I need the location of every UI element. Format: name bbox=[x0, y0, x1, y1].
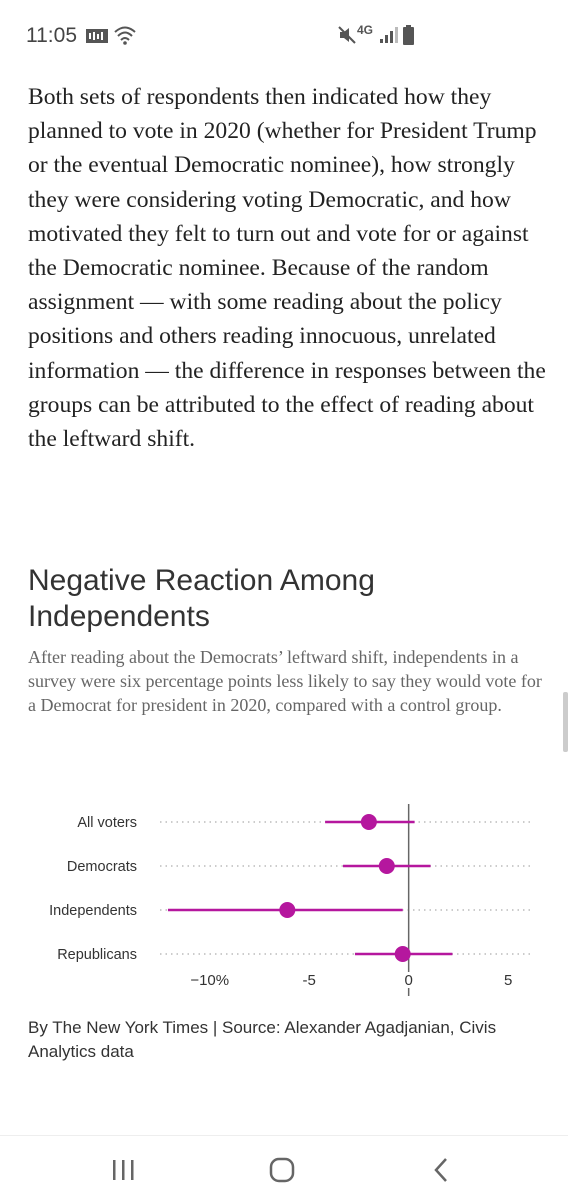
recent-apps-icon bbox=[111, 1159, 135, 1181]
x-tick-label: −10% bbox=[190, 972, 229, 989]
estimate-point bbox=[379, 858, 395, 874]
article-paragraph: Both sets of respondents then indicated … bbox=[28, 80, 548, 456]
chart-title-line-1: Negative Reaction Among bbox=[28, 564, 375, 597]
estimate-point bbox=[395, 946, 411, 962]
home-button[interactable] bbox=[257, 1150, 307, 1190]
estimate-point bbox=[361, 814, 377, 830]
category-label: Independents bbox=[49, 903, 137, 919]
notification-app-icon bbox=[86, 28, 108, 49]
chart-title-line-2: Independents bbox=[28, 600, 210, 633]
category-label: Democrats bbox=[67, 859, 137, 875]
x-tick-label: -5 bbox=[303, 972, 316, 989]
category-label: Republicans bbox=[57, 947, 137, 963]
signal-icon bbox=[380, 27, 398, 48]
navigation-bar bbox=[0, 1135, 568, 1201]
status-time: 11:05 bbox=[26, 24, 77, 48]
back-button[interactable] bbox=[416, 1150, 466, 1190]
x-tick-label: 5 bbox=[504, 972, 512, 989]
scroll-indicator[interactable] bbox=[563, 692, 568, 752]
x-tick-label: 0 bbox=[404, 972, 412, 989]
home-icon bbox=[269, 1157, 295, 1183]
estimate-point bbox=[279, 902, 295, 918]
dot-plot-chart: All voters Democrats Independents Republica… bbox=[0, 790, 568, 1000]
wifi-icon bbox=[114, 25, 136, 50]
category-label: All voters bbox=[77, 815, 137, 831]
chart-subtitle: After reading about the Democrats’ leftw… bbox=[28, 645, 548, 717]
battery-icon bbox=[403, 25, 414, 50]
scrolled-text-fragment bbox=[28, 54, 468, 62]
mute-icon bbox=[338, 26, 356, 49]
chart-title: Negative Reaction Among Independents bbox=[28, 563, 548, 635]
back-icon bbox=[432, 1157, 450, 1183]
chart-credit: By The New York Times | Source: Alexande… bbox=[28, 1016, 548, 1064]
network-type-label: 4G bbox=[357, 23, 373, 37]
recent-apps-button[interactable] bbox=[98, 1150, 148, 1190]
